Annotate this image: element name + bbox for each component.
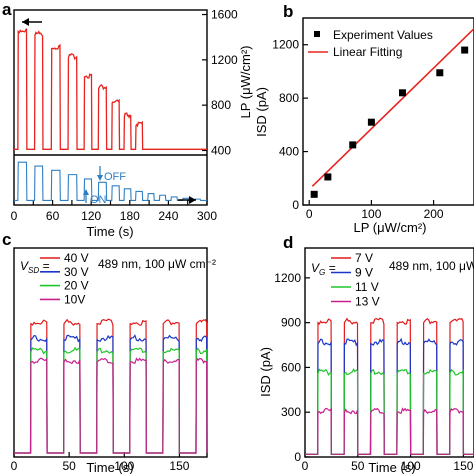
panel-c-xtick-label: 0 xyxy=(11,459,18,473)
panel-d-xtick-label: 150 xyxy=(453,459,473,473)
panel-a-ytick-label: 400 xyxy=(211,143,231,157)
panel-b-data-point xyxy=(367,118,375,126)
panel-a-xtick-label: 120 xyxy=(81,209,101,223)
panel-d-legend-title: VG = xyxy=(311,261,336,277)
panel-d-series-line xyxy=(305,317,474,455)
panel-a-xtick-label: 240 xyxy=(158,209,178,223)
panel-a-on-annotation: ON xyxy=(90,194,107,206)
panel-a-xtick-label: 60 xyxy=(46,209,60,223)
panel-c-series-line xyxy=(14,346,208,454)
panel-d-annotation: 489 nm, 100 μW xyxy=(389,259,474,273)
panel-b-data-point xyxy=(324,173,332,181)
panel-d-xlabel: Time (s) xyxy=(368,460,415,474)
panel-c-xtick-label: 50 xyxy=(62,459,76,473)
panel-b-xtick-label: 100 xyxy=(361,207,381,221)
panel-a-left-arrow xyxy=(22,18,42,26)
panel-a-xlabel: Time (s) xyxy=(86,224,133,239)
panel-b-frame xyxy=(302,17,474,206)
panel-a-xtick-label: 300 xyxy=(197,209,217,223)
panel-c-annotation: 489 nm, 100 μW cm⁻² xyxy=(98,257,216,271)
panel-a-ytick-label: 800 xyxy=(211,98,231,112)
panel-d-legend-label: 11 V xyxy=(355,280,379,294)
panel-b-xtick-label: 0 xyxy=(306,207,313,221)
panel-label-a: a xyxy=(2,0,12,19)
panel-d-ytick-label: 900 xyxy=(281,316,301,330)
panel-b-ytick-label: 1200 xyxy=(272,38,299,52)
panel-d-chart: 0 50 100 150 0 300 600 900 1200 VG = 7 V9 V11 V… xyxy=(258,247,474,474)
panel-b-legend-fit: Linear Fitting xyxy=(333,45,402,59)
panel-a-upper-series-line xyxy=(14,28,207,150)
panel-a-on-arrow xyxy=(83,189,89,203)
panel-c-xtick-label: 150 xyxy=(169,459,189,473)
panel-d-xtick-label: 100 xyxy=(401,459,421,473)
panel-a-ylabel-right: LP (μW/cm²) xyxy=(238,46,253,119)
panel-c-series-line xyxy=(14,318,208,454)
panel-d-ylabel: ISD (pA) xyxy=(258,347,273,397)
panel-d-ytick-label: 600 xyxy=(281,360,301,374)
panel-b-legend-experiment: Experiment Values xyxy=(333,28,433,42)
panel-b-data-point xyxy=(398,89,406,97)
panel-b-xlabel: LP (μW/cm²) xyxy=(354,220,427,235)
panel-b-xtick-label: 200 xyxy=(424,207,444,221)
panel-d-legend-label: 13 V xyxy=(355,295,380,309)
panel-d-xtick-label: 0 xyxy=(302,459,309,473)
panel-d-legend-label: 7 V xyxy=(355,251,373,265)
panel-b-experiment-points xyxy=(310,46,469,198)
panel-a-ytick-label: 1200 xyxy=(211,53,238,67)
panel-label-d: d xyxy=(283,233,293,252)
panel-b-linear-fit-line xyxy=(311,28,474,187)
panel-a-xtick-label: 180 xyxy=(120,209,140,223)
panel-b-ytick-label: 400 xyxy=(279,145,299,159)
panel-c-xtick-label: 100 xyxy=(114,459,134,473)
panel-b-data-point xyxy=(349,141,357,149)
panel-c-xlabel: Time (s) xyxy=(86,460,133,474)
panel-c-legend-label: 40 V xyxy=(64,251,89,265)
panel-b-chart: 0 100 200 0 400 800 1200 Experiment Values Li… xyxy=(254,17,474,235)
panel-b-ytick-label: 0 xyxy=(292,198,299,212)
panel-d-ytick-label: 300 xyxy=(281,405,301,419)
panel-d-series-line xyxy=(305,367,474,455)
panel-a-off-annotation: OFF xyxy=(104,171,126,183)
panel-a-lower-series-line xyxy=(14,161,207,201)
panel-c-legend-title-main: V xyxy=(20,259,29,273)
panel-c-legend-label: 20 V xyxy=(64,279,89,293)
panel-d-series-line xyxy=(305,407,474,455)
panel-label-b: b xyxy=(283,2,293,21)
panel-a-off-arrow xyxy=(97,166,103,181)
panel-b-ytick-label: 800 xyxy=(279,91,299,105)
panel-b-legend-marker-experiment xyxy=(314,31,320,37)
panel-c-legend-label: 30 V xyxy=(64,265,89,279)
panel-d-xtick-label: 50 xyxy=(351,459,365,473)
panel-b-data-point xyxy=(461,46,469,54)
panel-c-legend-title-sub: SD xyxy=(28,266,39,275)
panel-c-legend-label: 10V xyxy=(64,292,85,306)
panel-b-ylabel: ISD (pA) xyxy=(254,87,269,137)
panel-d-ytick-label: 1200 xyxy=(274,271,301,285)
panel-d-series-line xyxy=(305,337,474,455)
panel-b-data-point xyxy=(310,190,318,198)
panel-d-legend-label: 9 V xyxy=(355,266,373,280)
panel-a-ytick-label: 1600 xyxy=(211,8,238,22)
panel-d-ytick-label: 0 xyxy=(294,450,301,464)
panel-c-legend-title: VSD = xyxy=(20,259,49,275)
panel-label-c: c xyxy=(2,230,11,249)
panel-a-right-arrow xyxy=(178,196,196,204)
panel-d-legend-title-main: V xyxy=(311,261,320,275)
panel-b-data-point xyxy=(436,69,444,77)
panel-d-legend-title-sub: G xyxy=(319,268,325,277)
panel-c-series-line xyxy=(14,357,208,454)
panel-d-frame xyxy=(304,247,474,458)
panel-a-xtick-label: 0 xyxy=(11,209,18,223)
